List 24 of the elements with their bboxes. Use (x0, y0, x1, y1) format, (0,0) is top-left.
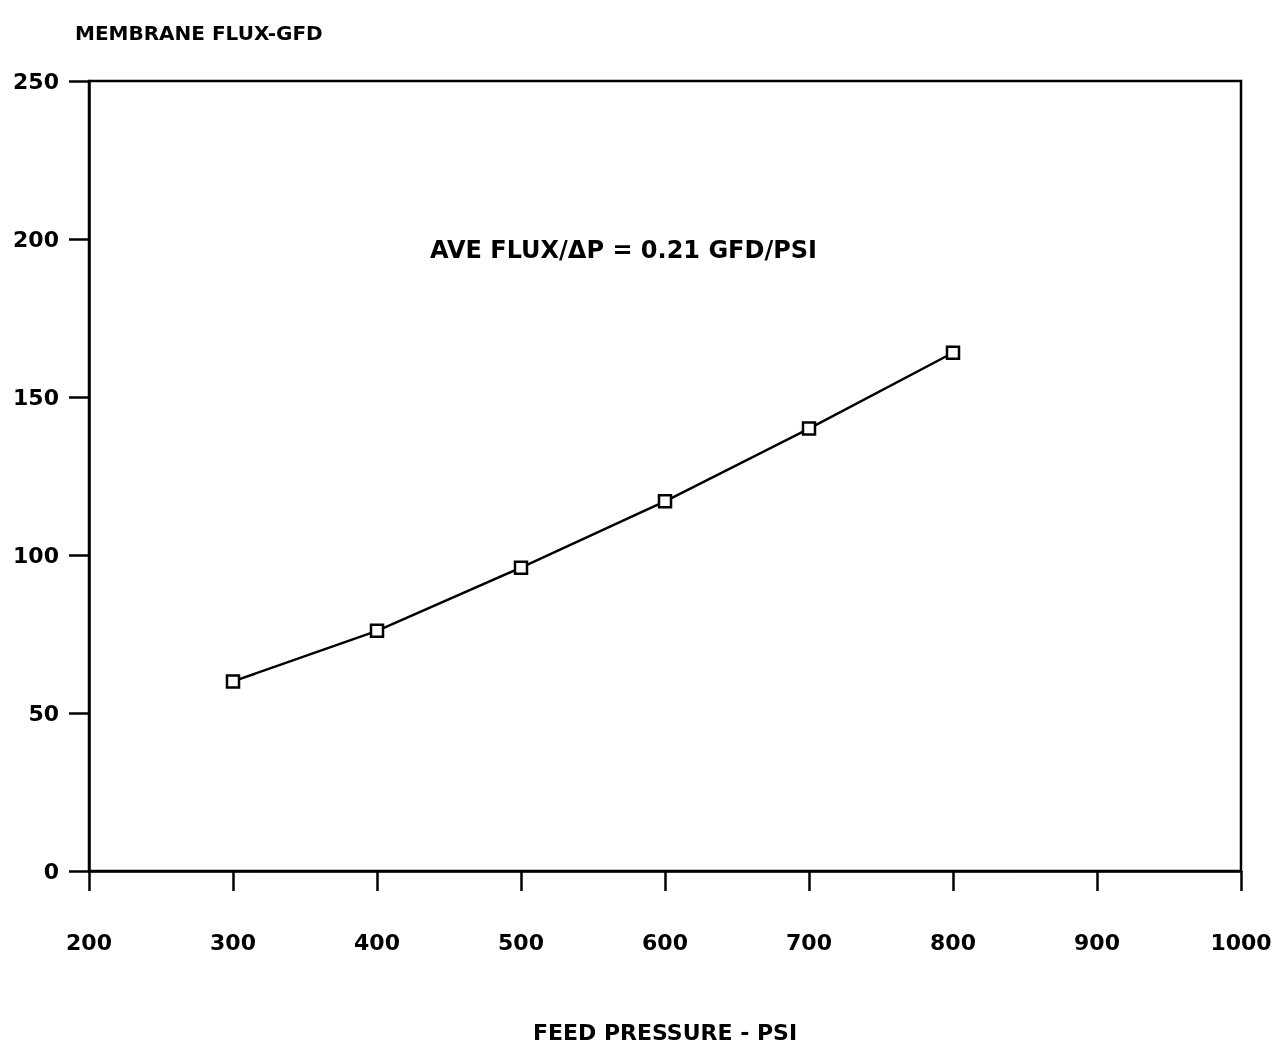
x-tick-label: 200 (66, 929, 112, 955)
y-tick-label: 150 (13, 384, 59, 410)
point (945, 345, 961, 361)
x-axis-title: FEED PRESSURE - PSI (532, 1019, 798, 1045)
point (657, 494, 673, 509)
x-tick-label: 1000 (1210, 929, 1272, 955)
y-axis-title: MEMBRANE FLUX-GFD (75, 21, 323, 45)
y-tick-label: 100 (13, 542, 59, 568)
x-tick-label: 400 (354, 929, 400, 955)
y-tick-label: 200 (13, 226, 59, 252)
point (513, 560, 529, 575)
x-tick-label: 900 (1074, 929, 1120, 955)
y-tick-label: 0 (43, 858, 59, 884)
x-tick-label: 800 (930, 929, 976, 955)
point (369, 623, 385, 639)
y-tick-label: 50 (28, 700, 59, 726)
x-tick-label: 700 (786, 929, 832, 955)
annotation: AVE FLUX/ΔP = 0.21 GFD/PSI (430, 236, 817, 264)
x-tick-label: 600 (642, 929, 688, 955)
y-tick-label: 250 (13, 68, 59, 94)
point (225, 674, 241, 689)
x-tick-label: 500 (498, 929, 544, 955)
point (801, 421, 817, 436)
x-tick-label: 300 (210, 929, 256, 955)
